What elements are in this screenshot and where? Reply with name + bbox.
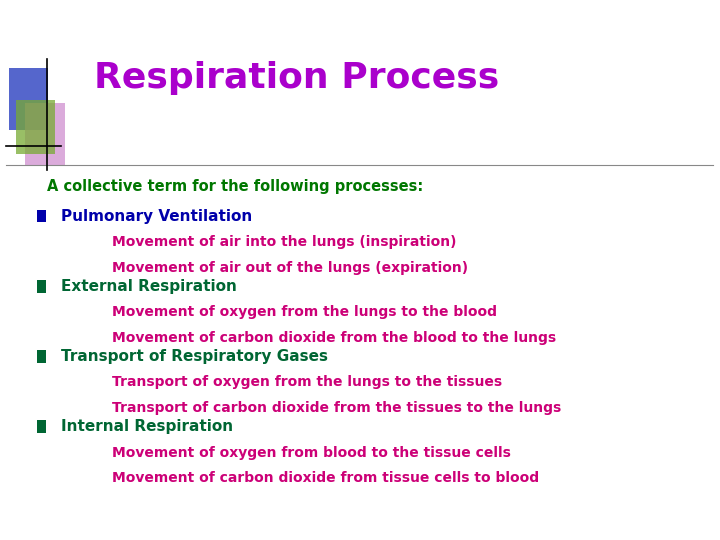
Text: Movement of air into the lungs (inspiration): Movement of air into the lungs (inspirat… — [112, 235, 456, 249]
Text: Movement of oxygen from the lungs to the blood: Movement of oxygen from the lungs to the… — [112, 305, 497, 319]
Bar — [37, 210, 47, 222]
Text: External Respiration: External Respiration — [61, 279, 237, 294]
Text: Movement of carbon dioxide from tissue cells to blood: Movement of carbon dioxide from tissue c… — [112, 471, 539, 485]
Text: Pulmonary Ventilation: Pulmonary Ventilation — [61, 208, 253, 224]
Text: Internal Respiration: Internal Respiration — [61, 419, 233, 434]
Bar — [37, 350, 47, 363]
Text: Movement of carbon dioxide from the blood to the lungs: Movement of carbon dioxide from the bloo… — [112, 331, 556, 345]
Bar — [37, 280, 47, 293]
Text: Transport of oxygen from the lungs to the tissues: Transport of oxygen from the lungs to th… — [112, 375, 502, 389]
Bar — [25, 103, 65, 165]
Bar — [9, 68, 48, 130]
Text: Transport of carbon dioxide from the tissues to the lungs: Transport of carbon dioxide from the tis… — [112, 401, 561, 415]
Bar — [37, 420, 47, 433]
Bar — [16, 100, 55, 154]
Text: Transport of Respiratory Gases: Transport of Respiratory Gases — [61, 349, 328, 364]
Text: Movement of air out of the lungs (expiration): Movement of air out of the lungs (expira… — [112, 261, 468, 275]
Text: A collective term for the following processes:: A collective term for the following proc… — [47, 179, 423, 194]
Text: Respiration Process: Respiration Process — [94, 62, 499, 95]
Text: Movement of oxygen from blood to the tissue cells: Movement of oxygen from blood to the tis… — [112, 446, 510, 460]
